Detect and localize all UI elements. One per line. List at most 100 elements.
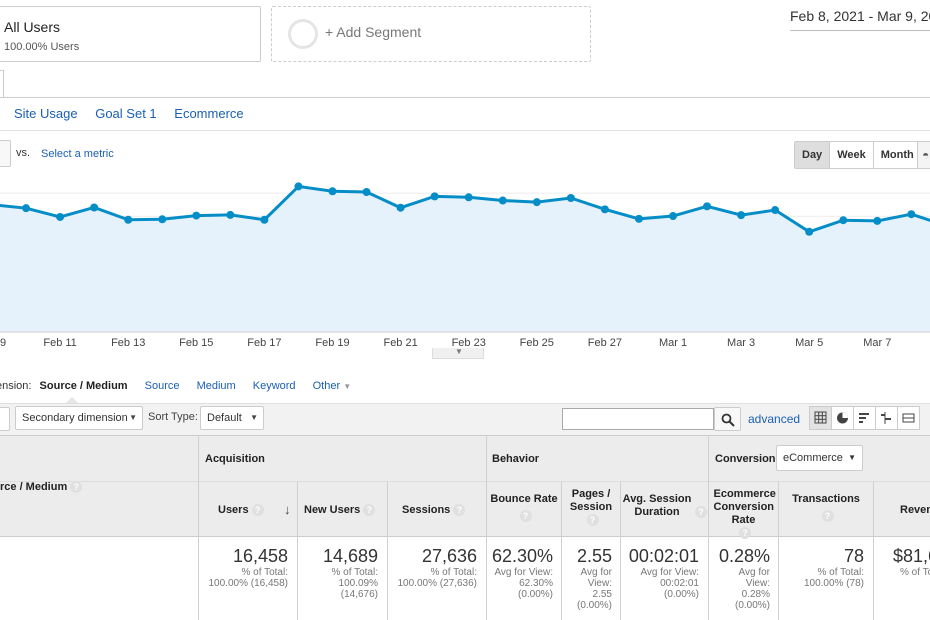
search-button[interactable] [714, 407, 741, 431]
dimension-keyword[interactable]: Keyword [252, 380, 296, 392]
col-header-new-users[interactable]: New Users? [298, 504, 387, 517]
subtab-goal-set-1[interactable]: Goal Set 1 [95, 106, 157, 121]
total-conversion-rate-value: 0.28% [718, 546, 770, 566]
data-point-feb-19[interactable] [328, 187, 337, 196]
total-conversion-rate-label: Avg for [738, 567, 771, 578]
column-divider [297, 481, 298, 620]
week-button[interactable]: Week [829, 142, 873, 168]
total-pages-session-detail-2: (0.00%) [576, 600, 612, 611]
col-header-transactions[interactable]: Transactions? [779, 493, 873, 522]
data-point-feb-10[interactable] [22, 204, 31, 213]
conversions-select-value: eCommerce [783, 452, 843, 464]
total-avg-session-duration-detail: 00:02:01 [660, 578, 699, 589]
help-icon: ? [519, 510, 532, 522]
plot-rows-button[interactable] [0, 407, 10, 431]
conversions-goal-select[interactable]: eCommerce ▼ [776, 445, 863, 471]
data-point-mar-7[interactable] [873, 216, 882, 225]
explorer-tab[interactable] [0, 70, 4, 98]
col-header-users[interactable]: Users? [205, 504, 295, 517]
data-point-feb-16[interactable] [226, 210, 235, 219]
select-metric-link[interactable]: Select a metric [41, 148, 114, 160]
col-header-avg-session-duration[interactable]: Avg. Session Duration? [621, 493, 708, 519]
comparison-view-button[interactable] [875, 406, 898, 430]
total-transactions-detail: 100.00% (78) [803, 578, 864, 589]
granularity-buttons: Day Week Month [794, 141, 922, 169]
total-pages-session-label: Avg for [580, 567, 613, 578]
data-point-feb-17[interactable] [260, 215, 269, 224]
x-tick-label: Feb 23 [452, 337, 486, 349]
data-view-button[interactable] [809, 406, 832, 430]
data-point-feb-22[interactable] [430, 192, 439, 201]
secondary-dimension-select[interactable]: Secondary dimension ▼ [15, 406, 143, 430]
data-point-mar-2[interactable] [703, 202, 712, 211]
data-point-feb-28[interactable] [634, 214, 643, 223]
col-header-revenue[interactable]: Reven [874, 504, 930, 517]
advanced-filter-link[interactable]: advanced [748, 412, 801, 426]
total-avg-session-duration-value: 00:02:01 [628, 546, 699, 566]
data-point-feb-18[interactable] [294, 182, 303, 191]
chart-type-button[interactable]: ◓ [917, 141, 930, 169]
month-button[interactable]: Month [872, 142, 921, 168]
x-tick-label: Feb 11 [43, 337, 76, 349]
total-users-label: % of Total: [241, 567, 288, 578]
help-icon: ? [251, 504, 264, 517]
column-divider [873, 481, 874, 620]
subtab-ecommerce[interactable]: Ecommerce [174, 106, 244, 121]
dimension-source[interactable]: Source [144, 380, 180, 392]
col-header-transactions-label: Transactions [792, 493, 860, 505]
dimension-column-header[interactable]: rce / Medium? [0, 481, 83, 494]
col-header-sessions[interactable]: Sessions? [388, 504, 486, 517]
total-avg-session-duration-label: Avg for View: [640, 567, 699, 578]
add-segment-button[interactable]: + Add Segment [271, 6, 591, 62]
data-point-mar-3[interactable] [737, 211, 746, 220]
data-point-mar-6[interactable] [839, 216, 848, 225]
data-point-feb-23[interactable] [464, 193, 473, 202]
total-pages-session-label-2: View: [587, 578, 612, 589]
metric-dropdown[interactable] [0, 140, 11, 167]
sort-descending-icon[interactable]: ↓ [284, 502, 291, 517]
col-header-bounce-rate[interactable]: Bounce Rate? [487, 493, 561, 522]
data-point-feb-24[interactable] [498, 196, 507, 205]
segment-card-all-users[interactable]: All Users 100.00% Users [0, 6, 261, 62]
x-tick-label: Mar 7 [863, 337, 891, 349]
chart-resize-handle[interactable]: ▼ [432, 347, 484, 359]
percentage-view-button[interactable] [831, 406, 854, 430]
data-point-feb-21[interactable] [396, 203, 405, 212]
performance-view-button[interactable] [853, 406, 876, 430]
data-point-feb-12[interactable] [90, 203, 99, 212]
data-point-feb-25[interactable] [532, 198, 541, 207]
x-tick-label: Feb 21 [383, 337, 417, 349]
data-point-feb-27[interactable] [600, 205, 609, 214]
dimension-other[interactable]: Other ▼ [313, 380, 352, 392]
data-point-mar-1[interactable] [669, 212, 677, 221]
total-avg-session-duration: 00:02:01 Avg for View: 00:02:01 (0.00%) [621, 545, 699, 600]
data-point-feb-11[interactable] [56, 212, 65, 221]
total-bounce-rate-value: 62.30% [491, 546, 553, 566]
data-point-mar-5[interactable] [805, 227, 814, 236]
data-point-feb-20[interactable] [362, 187, 371, 196]
pivot-view-button[interactable] [897, 406, 920, 430]
sort-type-select[interactable]: Default ▼ [200, 406, 264, 430]
data-point-feb-15[interactable] [192, 211, 201, 220]
data-point-feb-26[interactable] [566, 194, 575, 203]
data-point-feb-13[interactable] [124, 215, 133, 224]
col-header-avg-session-duration-label: Avg. Session Duration [622, 493, 692, 518]
date-range-picker[interactable]: Feb 8, 2021 - Mar 9, 2021 [790, 8, 930, 31]
subtab-site-usage[interactable]: Site Usage [14, 106, 78, 121]
col-header-ecommerce-conversion-rate[interactable]: Ecommerce Conversion Rate? [709, 488, 778, 540]
dimension-medium[interactable]: Medium [196, 380, 236, 392]
day-button[interactable]: Day [795, 142, 830, 168]
total-revenue-label: % of Tot [900, 567, 930, 578]
total-revenue: $81,6 % of Tot [874, 545, 930, 578]
add-segment-circle-icon [288, 19, 318, 49]
total-new-users-detail: 100.09% [338, 578, 378, 589]
total-users-detail: 100.00% (16,458) [208, 578, 288, 589]
col-header-pages-session[interactable]: Pages / Session? [562, 488, 620, 527]
table-search-input[interactable] [562, 408, 714, 430]
total-avg-session-duration-detail-2: (0.00%) [663, 589, 699, 600]
dropdown-arrow-icon: ▼ [129, 413, 137, 422]
pie-icon [837, 412, 848, 424]
data-point-mar-4[interactable] [771, 206, 780, 215]
data-point-feb-14[interactable] [158, 215, 167, 224]
data-point-mar-8[interactable] [907, 210, 916, 219]
